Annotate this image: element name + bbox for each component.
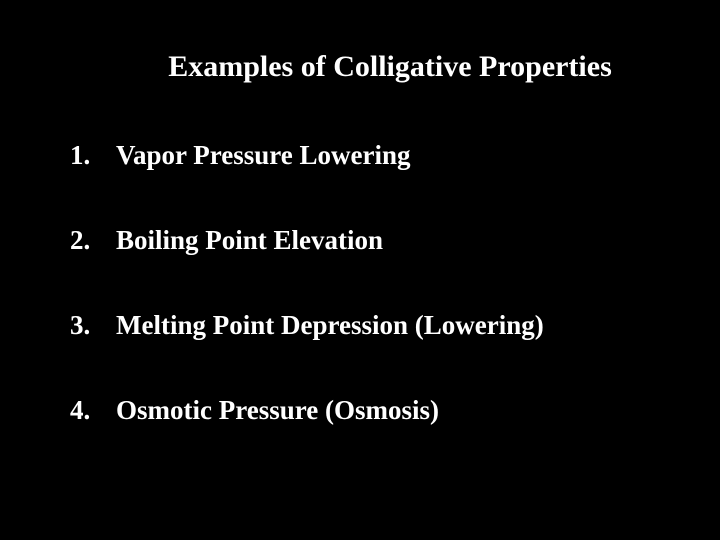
list-number: 2. bbox=[70, 225, 116, 256]
list-item: 2. Boiling Point Elevation bbox=[70, 225, 650, 256]
list-text: Melting Point Depression (Lowering) bbox=[116, 310, 544, 341]
list-item: 3. Melting Point Depression (Lowering) bbox=[70, 310, 650, 341]
list-number: 1. bbox=[70, 140, 116, 171]
list-text: Vapor Pressure Lowering bbox=[116, 140, 411, 171]
list-text: Osmotic Pressure (Osmosis) bbox=[116, 395, 439, 426]
slide-title: Examples of Colligative Properties bbox=[70, 50, 650, 84]
list-text: Boiling Point Elevation bbox=[116, 225, 383, 256]
list-number: 4. bbox=[70, 395, 116, 426]
list-item: 4. Osmotic Pressure (Osmosis) bbox=[70, 395, 650, 426]
properties-list: 1. Vapor Pressure Lowering 2. Boiling Po… bbox=[70, 140, 650, 426]
slide: Examples of Colligative Properties 1. Va… bbox=[0, 0, 720, 540]
list-number: 3. bbox=[70, 310, 116, 341]
list-item: 1. Vapor Pressure Lowering bbox=[70, 140, 650, 171]
